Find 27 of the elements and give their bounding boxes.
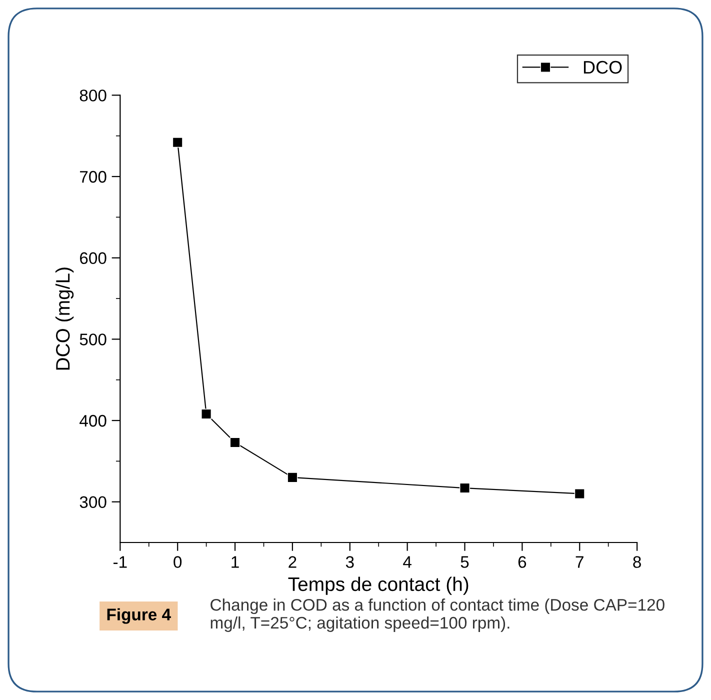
x-tick-label: 2 xyxy=(288,556,296,568)
text: Change in COD as a function of contact time (Dose CAP=120 mg/l, T=25°C; agitation speed=100 rpm). xyxy=(210,598,664,632)
y-tick-label: 300 xyxy=(80,496,106,508)
x-tick-label: 7 xyxy=(576,556,584,568)
point xyxy=(574,488,585,499)
x-tick-label: 5 xyxy=(460,556,469,568)
y-tick-label: 700 xyxy=(80,170,106,183)
x-tick-label: 4 xyxy=(403,556,412,568)
x-tick-label: 8 xyxy=(633,556,641,568)
legend-label: DCO xyxy=(584,60,622,74)
x-tick-label: 6 xyxy=(518,556,526,568)
y-tick-label: 800 xyxy=(80,90,106,102)
point xyxy=(172,137,183,148)
y-tick-label: 600 xyxy=(80,252,106,264)
x-tick-label: 1 xyxy=(232,556,239,568)
x-tick-label: -1 xyxy=(113,556,127,568)
x-tick-label: 0 xyxy=(174,556,182,568)
y-tick-label: 500 xyxy=(80,334,106,346)
point xyxy=(201,408,212,420)
x-axis-title: Temps de contact (h) xyxy=(288,576,468,595)
point xyxy=(230,437,240,448)
point xyxy=(460,482,470,494)
x-tick-label: 3 xyxy=(346,556,354,568)
y-tick-label: 400 xyxy=(80,414,106,427)
caption: Figure 4 xyxy=(107,608,171,624)
y-axis-title: DCO (mg/L) xyxy=(55,268,74,370)
point xyxy=(287,472,298,483)
